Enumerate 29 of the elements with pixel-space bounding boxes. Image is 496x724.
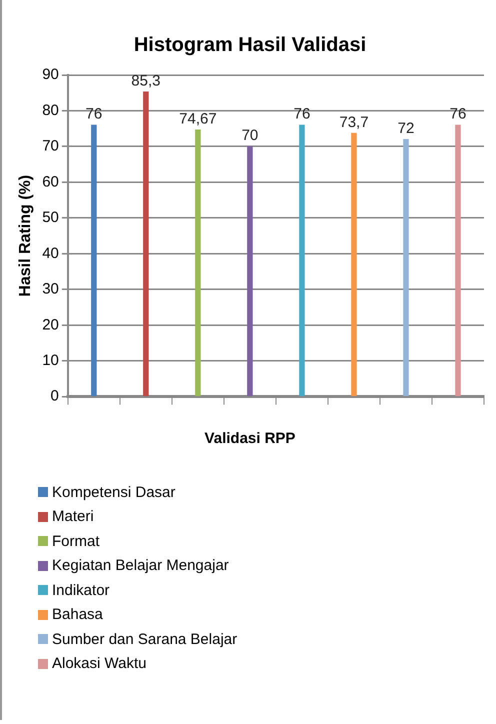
y-tick-label: 0 xyxy=(50,388,59,405)
data-label: 76 xyxy=(450,106,466,123)
data-label: 76 xyxy=(294,106,310,123)
legend-label: Sumber dan Sarana Belajar xyxy=(52,630,238,648)
legend-label: Kegiatan Belajar Mengajar xyxy=(52,557,229,574)
chart-title: Histogram Hasil Validasi xyxy=(132,34,368,57)
y-tick-label: 40 xyxy=(42,244,59,262)
data-label: 72 xyxy=(398,120,414,137)
y-tick-label: 20 xyxy=(42,316,59,334)
y-tick-label: 70 xyxy=(42,138,59,155)
data-label: 76 xyxy=(86,106,102,123)
legend-label: Alokasi Waktu xyxy=(52,655,146,672)
data-label: 74,67 xyxy=(179,110,217,128)
legend-label: Indikator xyxy=(52,582,110,599)
y-tick-label: 80 xyxy=(42,102,59,119)
y-tick-label: 50 xyxy=(42,209,59,226)
y-tick-label: 60 xyxy=(42,173,59,190)
y-tick-label: 90 xyxy=(42,66,59,84)
y-tick-label: 10 xyxy=(42,352,59,370)
data-label: 85,3 xyxy=(131,72,161,90)
legend-label: Kompetensi Dasar xyxy=(52,484,176,501)
data-label: 73,7 xyxy=(339,114,369,131)
legend-label: Bahasa xyxy=(52,606,103,624)
x-axis-title: Validasi RPP xyxy=(204,430,296,447)
legend-label: Format xyxy=(52,532,100,550)
legend-label: Materi xyxy=(52,508,94,526)
y-tick-label: 30 xyxy=(42,280,59,298)
y-axis-title: Hasil Rating (%) xyxy=(17,174,34,297)
data-label: 70 xyxy=(242,127,258,144)
